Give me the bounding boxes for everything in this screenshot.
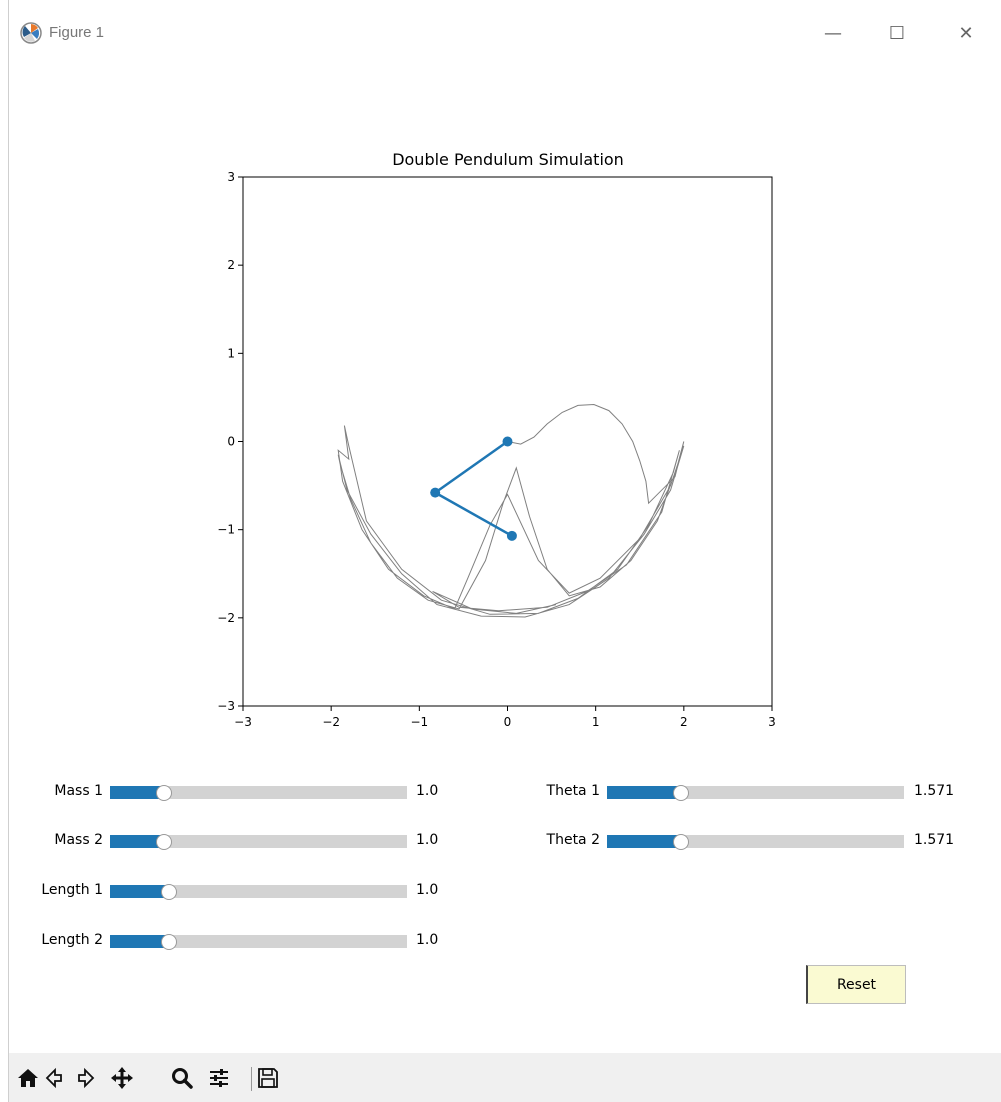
forward-icon — [78, 1067, 95, 1089]
length-1-slider-handle[interactable] — [161, 883, 178, 900]
length-1-label: Length 1 — [41, 882, 103, 898]
length-2-slider-handle[interactable] — [161, 933, 178, 950]
pendulum-bob-1 — [430, 487, 441, 498]
configure-subplots-button[interactable] — [206, 1065, 232, 1091]
length-2-slider-fill — [110, 935, 170, 948]
theta-2-value: 1.571 — [914, 832, 955, 848]
x-tick-label: −3 — [234, 715, 252, 729]
theta-1-value: 1.571 — [914, 783, 955, 799]
length-2-value: 1.0 — [416, 932, 439, 948]
app-icon — [19, 21, 43, 45]
theta-1-slider[interactable] — [607, 784, 904, 801]
home-icon — [18, 1069, 38, 1087]
zoom-button[interactable] — [169, 1065, 195, 1091]
length-2-label: Length 2 — [41, 932, 103, 948]
mass-2-value: 1.0 — [416, 832, 439, 848]
trace-line — [337, 403, 685, 618]
theta-2-slider-fill — [607, 835, 682, 848]
save-icon — [258, 1068, 278, 1088]
mass-2-slider-handle[interactable] — [156, 833, 173, 850]
close-button[interactable]: ✕ — [949, 16, 983, 50]
close-icon: ✕ — [958, 22, 974, 44]
y-tick-label: −3 — [217, 699, 235, 713]
back-button[interactable] — [43, 1065, 69, 1091]
reset-button[interactable]: Reset — [806, 965, 906, 1004]
zoom-icon — [172, 1068, 193, 1089]
navigation-toolbar — [9, 1053, 1001, 1102]
maximize-icon: ☐ — [888, 22, 906, 44]
theta-1-slider-handle[interactable] — [673, 784, 690, 801]
y-tick-label: 3 — [227, 170, 235, 184]
length-1-slider[interactable] — [110, 883, 407, 900]
x-tick-label: 2 — [680, 715, 688, 729]
mass-1-slider-handle[interactable] — [156, 784, 173, 801]
length-1-value: 1.0 — [416, 882, 439, 898]
home-button[interactable] — [15, 1065, 41, 1091]
minimize-icon: — — [824, 22, 842, 44]
x-tick-label: 1 — [592, 715, 600, 729]
mass-2-slider-fill — [110, 835, 165, 848]
x-tick-label: −2 — [322, 715, 340, 729]
theta-2-slider-handle[interactable] — [673, 833, 690, 850]
y-tick-label: 2 — [227, 258, 235, 272]
pendulum-pivot — [502, 436, 513, 447]
mass-1-slider-fill — [110, 786, 165, 799]
pan-button[interactable] — [109, 1065, 135, 1091]
configure-icon — [210, 1069, 228, 1087]
theta-2-label: Theta 2 — [546, 832, 600, 848]
window-title: Figure 1 — [49, 24, 105, 41]
length-2-slider[interactable] — [110, 933, 407, 950]
maximize-button[interactable]: ☐ — [880, 16, 914, 50]
y-tick-label: 1 — [227, 346, 235, 360]
pendulum-bob-2 — [506, 530, 517, 541]
mass-1-value: 1.0 — [416, 783, 439, 799]
minimize-button[interactable]: — — [816, 16, 850, 50]
forward-button[interactable] — [71, 1065, 97, 1091]
pan-icon — [111, 1067, 133, 1089]
save-button[interactable] — [255, 1065, 281, 1091]
chart-title: Double Pendulum Simulation — [392, 150, 624, 169]
pendulum-rod-2 — [434, 491, 513, 537]
toolbar-separator — [251, 1067, 252, 1091]
y-tick-label: −2 — [217, 611, 235, 625]
mass-1-label: Mass 1 — [54, 783, 103, 799]
window-left-border — [8, 0, 9, 1102]
title-bar: Figure 1 — ☐ ✕ — [9, 0, 1001, 62]
back-icon — [45, 1067, 62, 1089]
pendulum-rod-1 — [434, 440, 509, 494]
x-tick-label: −1 — [410, 715, 428, 729]
theta-2-slider[interactable] — [607, 833, 904, 850]
theta-1-label: Theta 1 — [546, 783, 600, 799]
x-tick-label: 0 — [504, 715, 512, 729]
mass-2-label: Mass 2 — [54, 832, 103, 848]
mass-2-slider[interactable] — [110, 833, 407, 850]
y-tick-label: 0 — [227, 435, 235, 449]
x-tick-label: 3 — [768, 715, 776, 729]
mass-1-slider[interactable] — [110, 784, 407, 801]
theta-1-slider-fill — [607, 786, 682, 799]
y-tick-label: −1 — [217, 523, 235, 537]
length-1-slider-fill — [110, 885, 170, 898]
pendulum-plot[interactable]: Double Pendulum Simulation −3 −2 −1 0 1 2 3 −3… — [0, 0, 1001, 750]
